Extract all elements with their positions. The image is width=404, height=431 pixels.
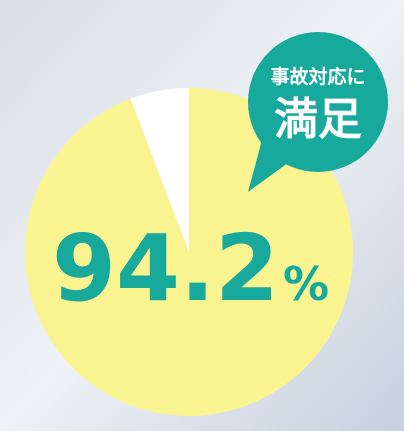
- callout-bubble: [248, 32, 388, 172]
- callout-tail: [248, 140, 292, 192]
- pie-slice: [130, 88, 189, 252]
- value-label: 94.2%: [52, 215, 329, 322]
- value-number: 94.2: [52, 215, 279, 322]
- callout-line: 事故対応に: [270, 65, 365, 88]
- value-unit: %: [283, 257, 329, 311]
- callout: 事故対応に 満足: [248, 32, 388, 192]
- callout-line: 満足: [274, 94, 362, 145]
